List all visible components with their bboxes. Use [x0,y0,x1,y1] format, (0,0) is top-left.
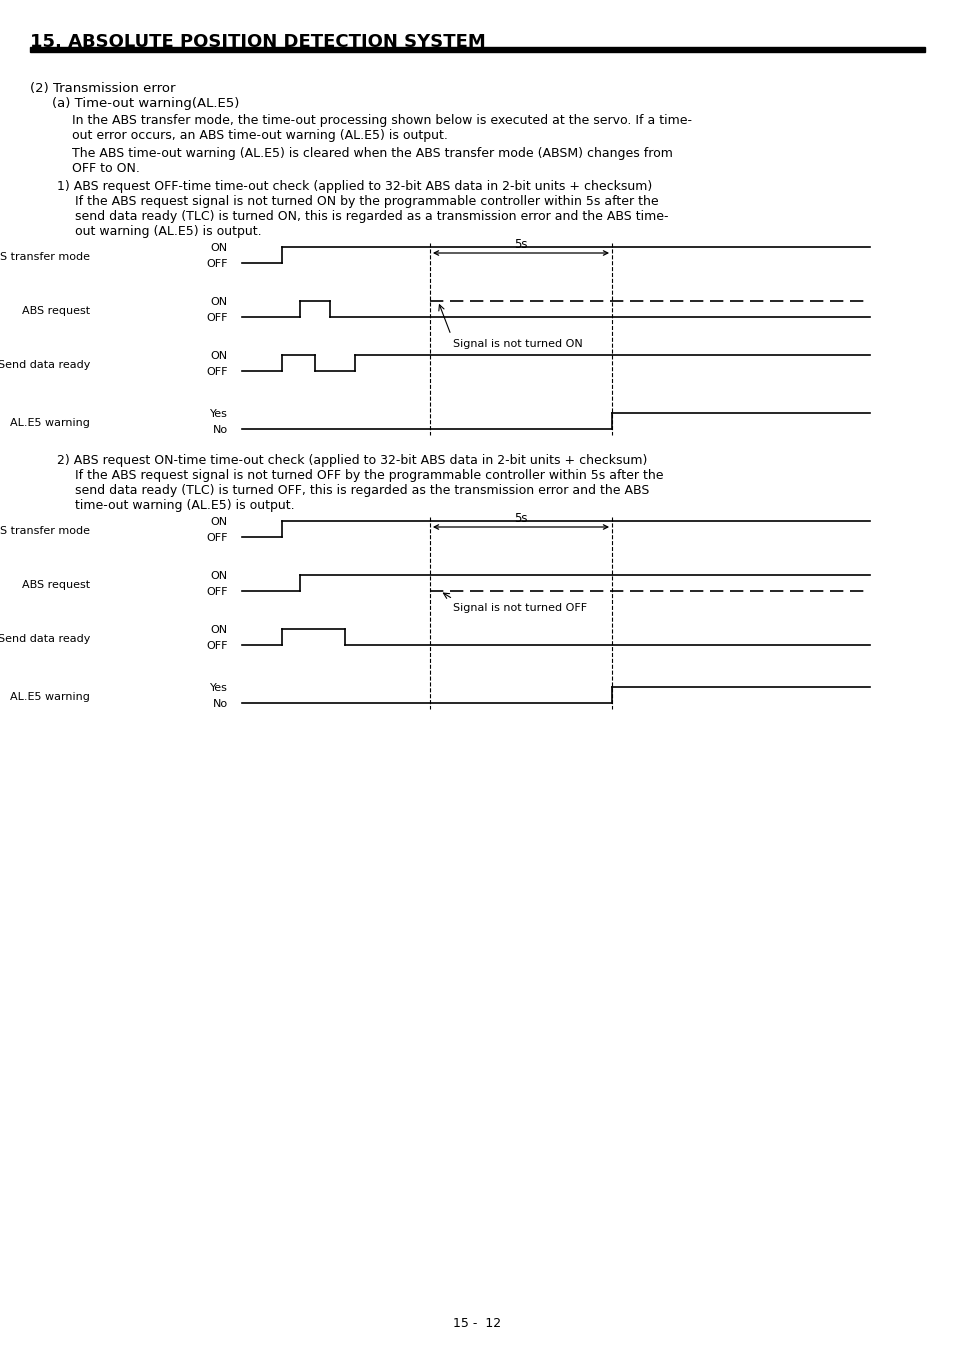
Text: OFF: OFF [206,259,228,269]
Text: out error occurs, an ABS time-out warning (AL.E5) is output.: out error occurs, an ABS time-out warnin… [71,130,447,142]
Text: send data ready (TLC) is turned OFF, this is regarded as the transmission error : send data ready (TLC) is turned OFF, thi… [75,485,649,497]
Text: If the ABS request signal is not turned ON by the programmable controller within: If the ABS request signal is not turned … [75,194,658,208]
Text: Yes: Yes [210,409,228,418]
Text: No: No [213,425,228,435]
Text: time-out warning (AL.E5) is output.: time-out warning (AL.E5) is output. [75,500,294,512]
Bar [30,47,924,53]
Text: The ABS time-out warning (AL.E5) is cleared when the ABS transfer mode (ABSM) ch: The ABS time-out warning (AL.E5) is clea… [71,147,672,161]
Text: OFF: OFF [206,641,228,651]
Text: 15. ABSOLUTE POSITION DETECTION SYSTEM: 15. ABSOLUTE POSITION DETECTION SYSTEM [30,32,485,51]
Text: No: No [213,699,228,709]
Text: 5s: 5s [514,512,527,525]
Text: ON: ON [211,243,228,252]
Text: ABS transfer mode: ABS transfer mode [0,526,90,536]
Text: (a) Time-out warning(AL.E5): (a) Time-out warning(AL.E5) [52,97,239,109]
Text: ABS transfer mode: ABS transfer mode [0,252,90,262]
Text: 5s: 5s [514,238,527,251]
Text: 1) ABS request OFF-time time-out check (applied to 32-bit ABS data in 2-bit unit: 1) ABS request OFF-time time-out check (… [57,180,652,193]
Text: OFF: OFF [206,587,228,597]
Text: If the ABS request signal is not turned OFF by the programmable controller withi: If the ABS request signal is not turned … [75,468,662,482]
Text: 2) ABS request ON-time time-out check (applied to 32-bit ABS data in 2-bit units: 2) ABS request ON-time time-out check (a… [57,454,647,467]
Text: Send data ready: Send data ready [0,634,90,644]
Text: ON: ON [211,571,228,580]
Text: out warning (AL.E5) is output.: out warning (AL.E5) is output. [75,225,261,238]
Text: OFF: OFF [206,367,228,377]
Text: ABS request: ABS request [22,306,90,316]
Text: send data ready (TLC) is turned ON, this is regarded as a transmission error and: send data ready (TLC) is turned ON, this… [75,211,668,223]
Text: OFF to ON.: OFF to ON. [71,162,140,176]
Text: Signal is not turned OFF: Signal is not turned OFF [453,603,586,613]
Text: ON: ON [211,351,228,360]
Text: Signal is not turned ON: Signal is not turned ON [453,339,582,350]
Text: OFF: OFF [206,533,228,543]
Text: Send data ready: Send data ready [0,360,90,370]
Text: ON: ON [211,517,228,526]
Text: AL.E5 warning: AL.E5 warning [10,693,90,702]
Text: ON: ON [211,297,228,306]
Text: ON: ON [211,625,228,634]
Text: (2) Transmission error: (2) Transmission error [30,82,175,94]
Text: In the ABS transfer mode, the time-out processing shown below is executed at the: In the ABS transfer mode, the time-out p… [71,113,691,127]
Text: Yes: Yes [210,683,228,693]
Text: ABS request: ABS request [22,580,90,590]
Text: AL.E5 warning: AL.E5 warning [10,418,90,428]
Text: 15 -  12: 15 - 12 [453,1318,500,1330]
Text: OFF: OFF [206,313,228,323]
